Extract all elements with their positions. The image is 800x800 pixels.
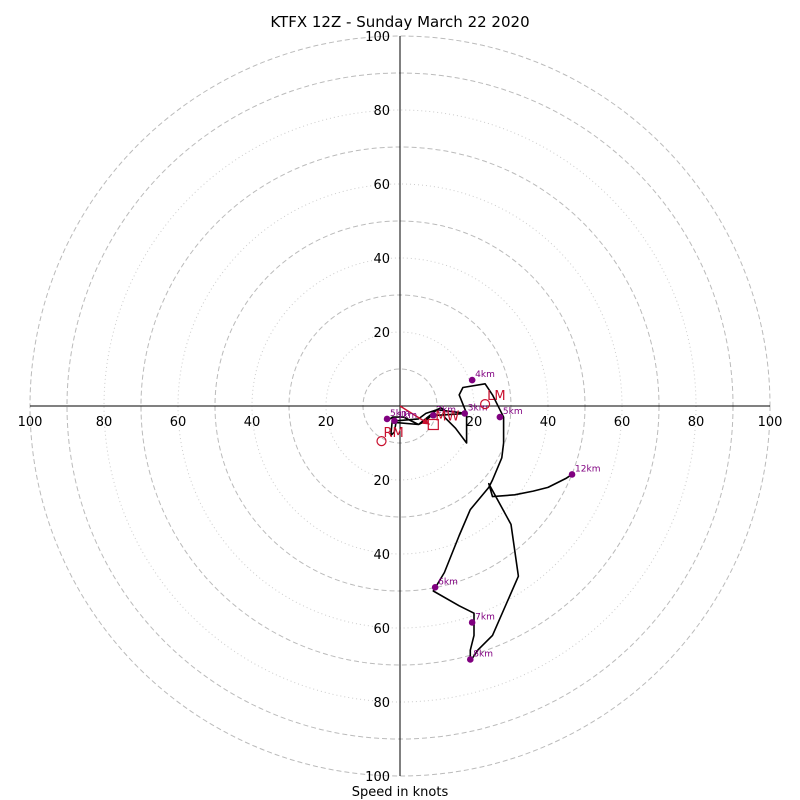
height-marker-label: 3km — [468, 403, 488, 413]
height-marker-label: 2km — [436, 405, 456, 415]
hodograph-line — [386, 382, 573, 663]
height-marker-point — [496, 413, 504, 421]
height-marker-point — [468, 619, 476, 626]
y-tick-label: 100 — [365, 30, 390, 45]
x-tick-label: 60 — [170, 415, 187, 430]
storm-motion-marker — [376, 436, 387, 447]
shear-arrow-head — [421, 417, 430, 425]
x-axis-label: Speed in knots — [352, 785, 449, 800]
height-marker-label: 5km — [390, 409, 410, 419]
height-marker-label: 7km — [475, 612, 495, 622]
storm-motions: LM RM MW — [376, 389, 506, 447]
height-marker-point — [430, 411, 437, 419]
tick-labels: 100 80 60 40 20 20 40 60 80 100 20 40 60 80 100 20 40 60 8… — [18, 30, 783, 785]
hodograph-trace — [386, 382, 573, 663]
storm-motion-marker — [480, 399, 491, 410]
y-tick-label: 80 — [373, 104, 390, 119]
x-tick-label: 20 — [466, 415, 483, 430]
chart-title: KTFX 12Z - Sunday March 22 2020 — [270, 13, 529, 31]
y-tick-label: 100 — [365, 770, 390, 785]
height-marker-label: 1km — [397, 411, 417, 421]
storm-motion-label: RM — [384, 426, 404, 441]
storm-motion-marker — [427, 418, 439, 431]
y-tick-label: 20 — [373, 474, 390, 489]
height-marker-point — [568, 471, 576, 478]
x-tick-label: 40 — [540, 415, 557, 430]
storm-motion-label: MW — [435, 410, 459, 425]
height-marker-point — [431, 584, 439, 591]
x-tick-label: 80 — [96, 415, 113, 430]
height-marker-point — [391, 417, 398, 425]
height-marker-point — [383, 415, 391, 423]
y-tick-label: 80 — [373, 696, 390, 711]
height-marker-label: 5km — [503, 407, 523, 417]
y-tick-label: 60 — [373, 178, 390, 193]
y-tick-label: 20 — [373, 326, 390, 341]
height-marker-point — [468, 376, 476, 384]
height-marker-label: 12km — [575, 464, 600, 474]
x-tick-label: 100 — [758, 415, 783, 430]
x-tick-label: 40 — [244, 415, 261, 430]
storm-motion-label: LM — [487, 389, 505, 404]
height-marker-label: 8km — [473, 649, 493, 659]
y-tick-label: 40 — [373, 548, 390, 563]
x-tick-label: 60 — [614, 415, 631, 430]
y-tick-label: 40 — [373, 252, 390, 267]
height-marker-label: 4km — [475, 370, 495, 380]
x-tick-label: 20 — [318, 415, 335, 430]
x-tick-label: 100 — [18, 415, 43, 430]
height-marker-point — [467, 656, 474, 663]
height-marker-label: 6km — [438, 577, 458, 587]
height-marker-point — [461, 410, 469, 417]
x-tick-label: 80 — [688, 415, 705, 430]
y-tick-label: 60 — [373, 622, 390, 637]
